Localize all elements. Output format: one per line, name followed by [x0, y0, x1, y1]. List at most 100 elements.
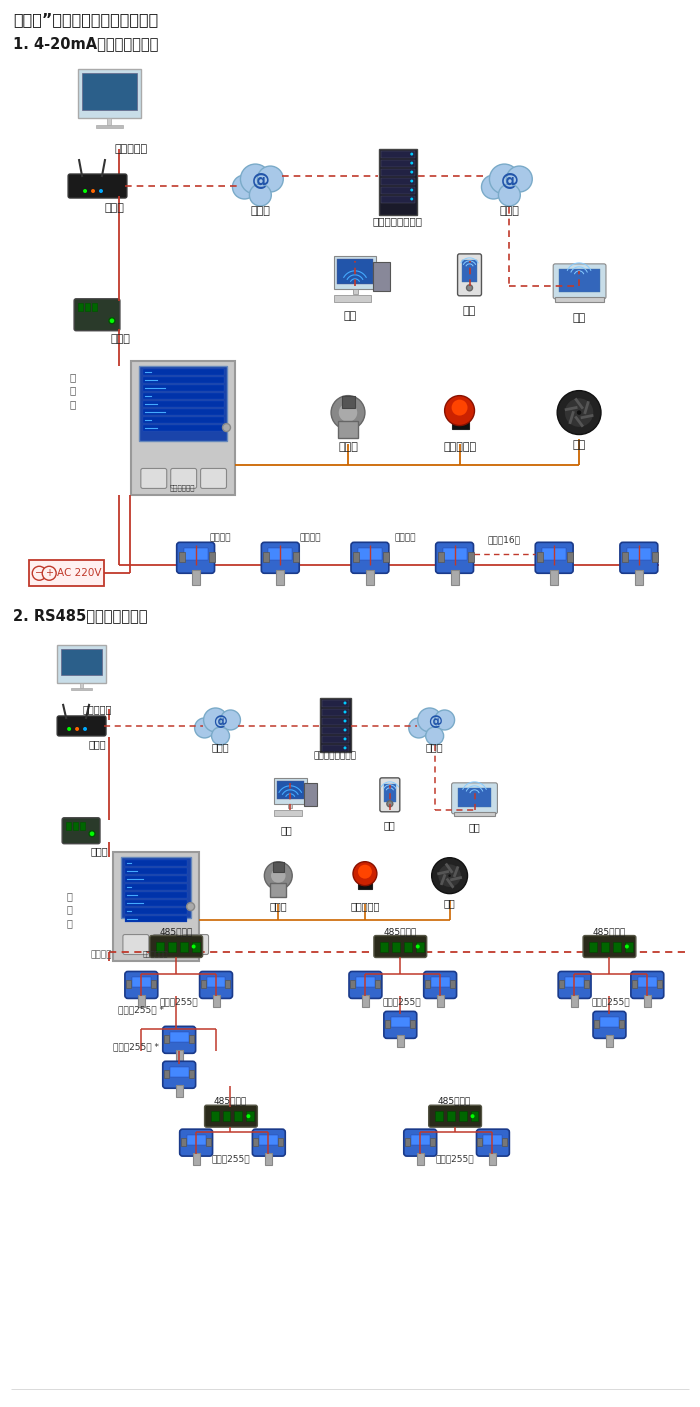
Circle shape [447, 874, 452, 878]
Circle shape [576, 409, 582, 415]
Bar [410, 1020, 414, 1029]
Text: 可连接16个: 可连接16个 [488, 536, 521, 545]
Bar [183, 549, 208, 560]
Text: 单机版电脑: 单机版电脑 [114, 144, 148, 155]
Bar [461, 260, 477, 281]
FancyBboxPatch shape [261, 542, 299, 573]
Bar [358, 878, 372, 889]
Bar [164, 1036, 169, 1044]
Bar [304, 782, 317, 806]
Circle shape [498, 184, 520, 205]
Text: 互联网: 互联网 [211, 741, 230, 751]
Bar [619, 1020, 624, 1029]
FancyBboxPatch shape [180, 1130, 213, 1157]
Bar [458, 788, 491, 806]
Bar [80, 822, 85, 830]
Text: AC 220V: AC 220V [57, 568, 102, 578]
Bar [442, 549, 466, 560]
FancyBboxPatch shape [123, 934, 149, 954]
Bar [143, 369, 223, 374]
Bar [379, 149, 416, 215]
Text: 可连接255台 *: 可连接255台 * [113, 1043, 159, 1052]
Bar [589, 941, 597, 951]
Bar [265, 1154, 272, 1165]
Text: 可连接255台: 可连接255台 [592, 998, 630, 1006]
Bar [470, 1112, 479, 1121]
Bar [143, 408, 223, 415]
Circle shape [258, 166, 284, 191]
Bar [125, 892, 187, 898]
Bar [468, 553, 473, 563]
Bar [132, 978, 150, 988]
Circle shape [89, 830, 95, 837]
Text: −: − [35, 568, 43, 578]
Bar [29, 560, 104, 587]
Bar [246, 1112, 254, 1121]
Bar [180, 941, 188, 951]
Bar [176, 1085, 183, 1097]
Bar [263, 553, 270, 563]
Text: 电磁阀: 电磁阀 [270, 902, 287, 912]
Circle shape [195, 718, 214, 737]
Bar [125, 860, 187, 865]
Bar [57, 646, 106, 682]
Text: 485中继器: 485中继器 [592, 927, 626, 936]
Bar [381, 160, 414, 167]
Circle shape [32, 566, 46, 580]
Bar [625, 941, 633, 951]
Bar [78, 303, 83, 311]
Circle shape [435, 711, 454, 730]
Text: @: @ [428, 715, 442, 729]
FancyBboxPatch shape [162, 1061, 195, 1088]
Bar [635, 570, 643, 585]
Circle shape [432, 858, 468, 893]
FancyBboxPatch shape [57, 716, 106, 736]
Text: 报警控制主机: 报警控制主机 [143, 950, 169, 957]
FancyBboxPatch shape [150, 936, 202, 958]
Bar [225, 981, 230, 989]
Text: 风机: 风机 [444, 899, 456, 909]
Bar [178, 553, 185, 563]
Bar [322, 744, 349, 751]
Bar [143, 384, 223, 391]
Text: 安哈尔网络服务器: 安哈尔网络服务器 [373, 215, 423, 227]
Bar [384, 784, 395, 802]
FancyBboxPatch shape [374, 936, 427, 958]
Text: 路由器: 路由器 [88, 739, 106, 749]
Circle shape [466, 284, 473, 291]
Bar [358, 549, 382, 560]
Bar [270, 882, 286, 896]
FancyBboxPatch shape [201, 469, 227, 488]
Bar [92, 303, 97, 311]
Bar [381, 169, 414, 176]
Bar [559, 269, 600, 291]
Text: 终端: 终端 [468, 822, 480, 832]
Bar [416, 941, 423, 951]
Bar [342, 395, 355, 408]
Bar [322, 709, 349, 716]
Bar [138, 995, 145, 1007]
Circle shape [42, 566, 56, 580]
FancyBboxPatch shape [125, 971, 158, 999]
Bar [188, 1071, 194, 1078]
Text: 转换器: 转换器 [111, 333, 131, 343]
Bar [567, 553, 573, 563]
Bar [451, 570, 458, 585]
FancyBboxPatch shape [141, 469, 167, 488]
Bar [253, 1138, 258, 1147]
Bar [375, 981, 380, 989]
Bar [381, 179, 414, 186]
Bar [143, 401, 223, 407]
Text: 声光报警器: 声光报警器 [350, 902, 379, 912]
Bar [601, 941, 609, 951]
Circle shape [338, 402, 358, 422]
Bar [657, 981, 661, 989]
Bar [85, 303, 90, 311]
Bar [66, 822, 71, 830]
Circle shape [358, 865, 372, 878]
Bar [113, 851, 199, 961]
Circle shape [99, 189, 103, 193]
FancyBboxPatch shape [183, 934, 209, 954]
FancyBboxPatch shape [199, 971, 232, 999]
Bar [192, 941, 199, 951]
